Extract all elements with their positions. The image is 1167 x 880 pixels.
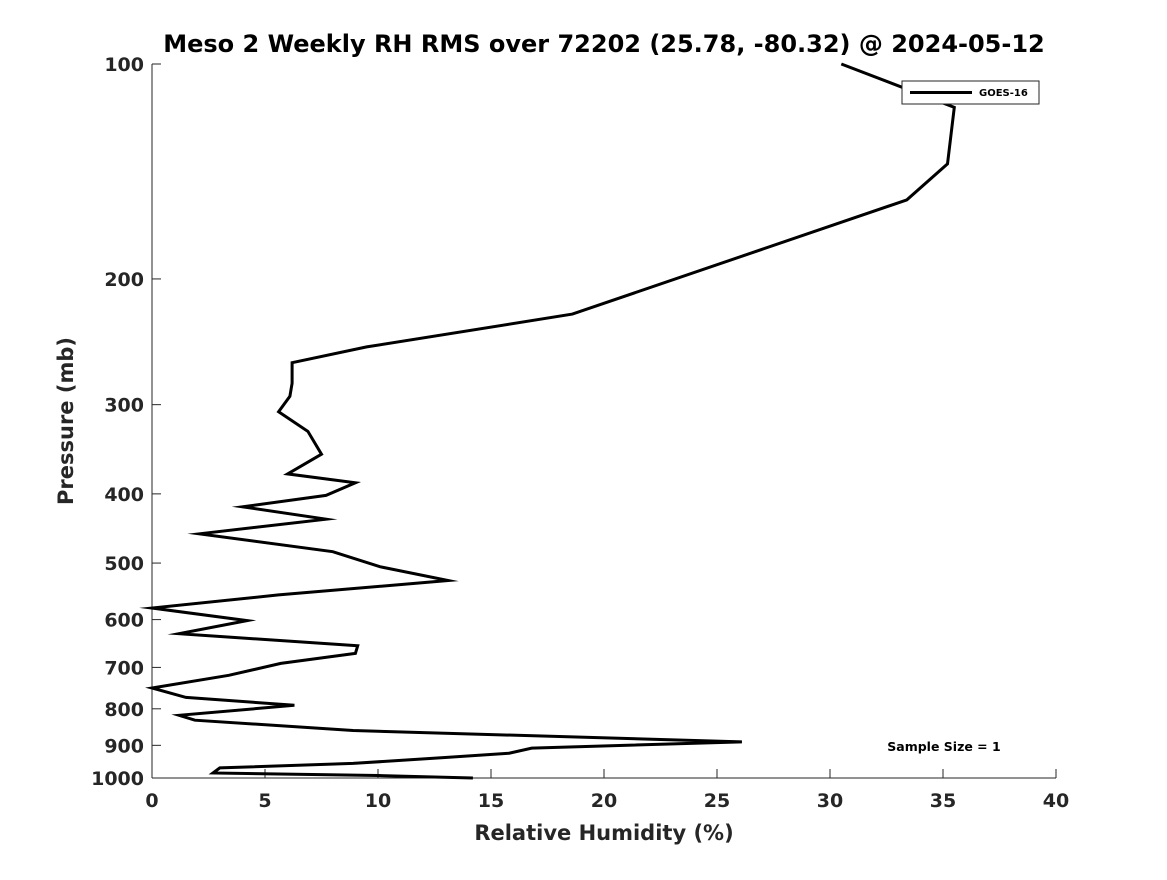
y-tick-label: 900: [104, 735, 144, 757]
x-tick-label: 5: [258, 790, 271, 812]
x-tick-label: 40: [1043, 790, 1069, 812]
series-line-goes-16: [139, 62, 956, 780]
axes: 0 5 10 15 20 25 30 35 40 100 200 300 400 500 600 700 800…: [91, 54, 1069, 812]
x-tick-label: 30: [817, 790, 843, 812]
y-tick-label: 200: [104, 269, 144, 291]
series-lines: [139, 62, 956, 780]
legend: GOES-16: [901, 80, 1040, 105]
y-tick-label: 100: [104, 54, 144, 76]
x-tick-label: 15: [478, 790, 504, 812]
x-tick-label: 25: [704, 790, 730, 812]
sample-size-annotation: Sample Size = 1: [887, 739, 1000, 754]
chart-title: Meso 2 Weekly RH RMS over 72202 (25.78, …: [163, 30, 1045, 58]
legend-label-goes-16: GOES-16: [979, 88, 1028, 99]
y-tick-label: 800: [104, 699, 144, 721]
y-tick-label: 1000: [91, 768, 144, 790]
x-tick-label: 20: [591, 790, 617, 812]
x-tick-label: 0: [145, 790, 158, 812]
y-axis-label: Pressure (mb): [54, 337, 78, 505]
y-tick-label: 400: [104, 484, 144, 506]
y-tick-label: 600: [104, 610, 144, 632]
y-tick-label: 300: [104, 395, 144, 417]
x-tick-label: 10: [365, 790, 391, 812]
y-tick-label: 700: [104, 657, 144, 679]
y-tick-label: 500: [104, 553, 144, 575]
x-axis-label: Relative Humidity (%): [474, 821, 733, 845]
x-tick-label: 35: [930, 790, 956, 812]
